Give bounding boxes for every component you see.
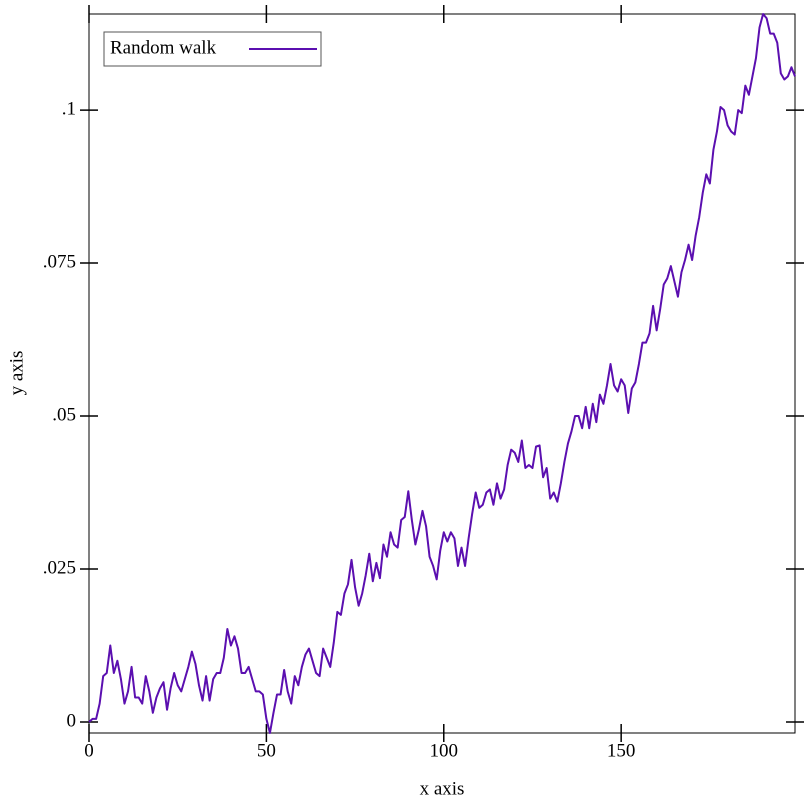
x-axis-label: x axis <box>420 778 465 799</box>
x-tick-label: 0 <box>84 740 94 761</box>
x-tick-label: 150 <box>607 740 636 761</box>
y-tick-label: .075 <box>43 251 76 272</box>
x-tick-label: 100 <box>430 740 459 761</box>
legend-label: Random walk <box>110 37 217 58</box>
y-tick-label: .025 <box>43 557 76 578</box>
y-tick-label: .1 <box>62 98 76 119</box>
x-tick-label: 50 <box>257 740 276 761</box>
y-tick-label: 0 <box>67 710 77 731</box>
plot-frame <box>88 13 796 734</box>
line-series <box>88 13 796 734</box>
y-tick-label: .05 <box>52 404 76 425</box>
y-axis-label: y axis <box>6 351 27 396</box>
